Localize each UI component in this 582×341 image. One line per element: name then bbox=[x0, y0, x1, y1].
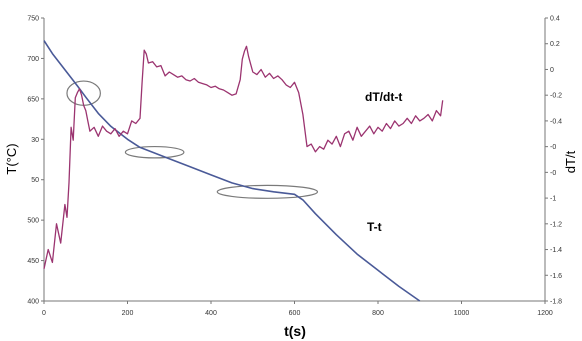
annotation-group bbox=[66, 80, 319, 199]
y-left-axis-title: T(°C) bbox=[4, 143, 19, 174]
annotation-ellipse bbox=[124, 145, 185, 159]
y-left-tick-label: 750 bbox=[27, 16, 39, 23]
y-right-tick-label: -1.8 bbox=[550, 299, 562, 306]
y-left-tick-label: 500 bbox=[27, 218, 39, 225]
y-right-tick-label: -1.6 bbox=[550, 273, 562, 280]
y-right-tick-label: 0.4 bbox=[550, 16, 560, 23]
series-label-tt: T-t bbox=[367, 220, 382, 234]
x-tick-label: 600 bbox=[289, 310, 301, 317]
series-line-tt bbox=[43, 40, 421, 302]
y-right-tick-label: 0.2 bbox=[550, 41, 560, 48]
series-group bbox=[43, 40, 444, 302]
series-line-dtdt bbox=[43, 45, 444, 269]
y-left-tick-label: 650 bbox=[27, 96, 39, 103]
y-right-tick-label: -0.2 bbox=[550, 93, 562, 100]
y-left-tick-label: 450 bbox=[27, 258, 39, 265]
y-left-tick-label: 50 bbox=[31, 177, 39, 184]
y-right-tick-group: 0.4 0.2 0 -0.2 -0.4 -0 -0 -1 -1.2 -1.4 -1.6 -1.8 bbox=[545, 16, 562, 306]
y-right-tick-label: -1.4 bbox=[550, 247, 562, 254]
series-label-dtdt: dT/dt-t bbox=[365, 90, 402, 104]
x-tick-group: 0 200 400 600 800 1000 1200 bbox=[42, 301, 553, 317]
y-left-tick-group: 750 700 650 30 50 500 450 400 bbox=[27, 16, 44, 306]
y-right-tick-label: -0 bbox=[550, 144, 556, 151]
y-right-axis-title: dT/t bbox=[563, 150, 578, 173]
y-left-tick-label: 700 bbox=[27, 56, 39, 63]
y-left-tick-label: 400 bbox=[27, 299, 39, 306]
annotation-ellipse bbox=[216, 184, 319, 199]
x-tick-label: 1200 bbox=[537, 310, 553, 317]
x-tick-label: 0 bbox=[42, 310, 46, 317]
x-tick-label: 200 bbox=[122, 310, 134, 317]
x-tick-label: 1000 bbox=[454, 310, 470, 317]
x-axis-title: t(s) bbox=[284, 323, 306, 339]
plot-area bbox=[43, 18, 546, 302]
x-tick-label: 800 bbox=[372, 310, 384, 317]
y-right-tick-label: -0 bbox=[550, 170, 556, 177]
y-left-tick-label: 30 bbox=[31, 137, 39, 144]
y-right-tick-label: 0 bbox=[550, 67, 554, 74]
x-tick-label: 400 bbox=[205, 310, 217, 317]
y-right-tick-label: -1 bbox=[550, 196, 556, 203]
y-right-tick-label: -0.4 bbox=[550, 118, 562, 125]
y-right-tick-label: -1.2 bbox=[550, 221, 562, 228]
